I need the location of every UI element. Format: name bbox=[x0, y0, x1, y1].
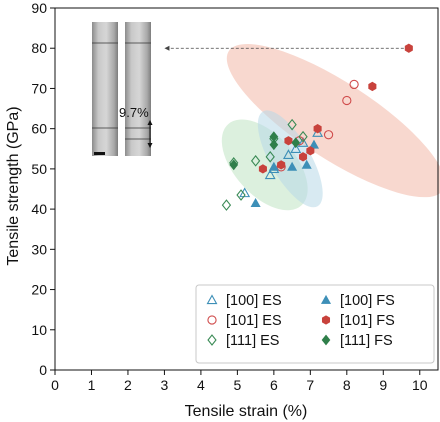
x-tick-label: 2 bbox=[124, 377, 132, 393]
y-tick-label: 90 bbox=[31, 0, 47, 16]
legend-label: [111] ES bbox=[226, 333, 279, 349]
point-100-es bbox=[312, 127, 324, 137]
tem-inset-image: 9.7% bbox=[92, 22, 153, 156]
plot-frame bbox=[54, 7, 439, 371]
point-100-fs bbox=[287, 161, 298, 171]
point-100-es bbox=[290, 143, 302, 153]
point-101-fs bbox=[306, 146, 315, 156]
y-tick-label: 40 bbox=[31, 201, 47, 217]
point-111-es bbox=[250, 155, 261, 167]
legend-marker bbox=[207, 334, 217, 346]
legend-label: [100] ES bbox=[226, 293, 282, 309]
point-101-fs bbox=[404, 43, 413, 53]
point-111-fs bbox=[269, 139, 279, 151]
x-tick-label: 7 bbox=[306, 377, 314, 393]
ticks: 0 1 2 3 4 5 6 7 8 9 10 0 10 20 30 40 50 60 70 80 90 bbox=[31, 0, 427, 393]
inset-panel-right bbox=[125, 22, 151, 156]
y-tick-label: 20 bbox=[31, 282, 47, 298]
arrow-head bbox=[164, 45, 170, 51]
point-101-fs bbox=[277, 160, 286, 170]
inset-pointer-arrow bbox=[164, 45, 404, 51]
point-111-es bbox=[287, 118, 297, 131]
point-100-fs bbox=[250, 197, 261, 207]
legend-marker bbox=[321, 334, 331, 346]
legend-label: [101] FS bbox=[340, 313, 395, 329]
x-tick-label: 5 bbox=[233, 377, 241, 393]
point-111-es bbox=[265, 150, 275, 163]
point-100-es bbox=[297, 137, 309, 147]
point-101-fs bbox=[368, 81, 377, 92]
y-tick-label: 80 bbox=[31, 40, 47, 56]
x-tick-label: 1 bbox=[88, 377, 96, 393]
x-axis-title: Tensile strain (%) bbox=[185, 403, 308, 420]
point-111-es bbox=[221, 199, 232, 211]
x-tick-label: 6 bbox=[270, 377, 278, 393]
x-tick-label: 0 bbox=[51, 377, 59, 393]
axes bbox=[54, 7, 439, 371]
x-tick-label: 10 bbox=[412, 377, 428, 393]
y-tick-label: 0 bbox=[39, 362, 47, 378]
point-101-fs bbox=[258, 164, 267, 174]
y-tick-label: 10 bbox=[31, 322, 47, 338]
x-tick-label: 9 bbox=[379, 377, 387, 393]
region-red bbox=[226, 44, 440, 198]
point-100-es bbox=[264, 169, 276, 180]
y-tick-label: 70 bbox=[31, 80, 47, 96]
data-points bbox=[221, 43, 413, 211]
legend-box bbox=[195, 284, 435, 364]
point-101-fs bbox=[284, 136, 293, 146]
point-111-fs bbox=[229, 159, 239, 171]
x-tick-label: 4 bbox=[197, 377, 205, 393]
point-101-fs bbox=[313, 124, 322, 134]
inset-panel-left bbox=[92, 22, 118, 156]
legend-label: [100] FS bbox=[340, 293, 395, 309]
legend-label: [101] ES bbox=[226, 313, 282, 329]
inset-arrow-head bbox=[147, 120, 153, 125]
legend-marker bbox=[321, 315, 331, 325]
point-100-es bbox=[282, 149, 294, 159]
y-tick-label: 30 bbox=[31, 241, 47, 257]
legend-label: [111] FS bbox=[340, 333, 393, 349]
point-111-fs bbox=[269, 131, 279, 143]
legend-marker bbox=[206, 294, 218, 305]
legend-marker bbox=[207, 315, 217, 325]
x-tick-label: 8 bbox=[343, 377, 351, 393]
point-101-es bbox=[323, 130, 334, 140]
scale-bar bbox=[94, 152, 105, 155]
point-111-es bbox=[236, 189, 246, 201]
y-axis-title: Tensile strength (GPa) bbox=[5, 106, 22, 265]
legend: [100] ES [101] ES [111] ES [100] FS [101] FS… bbox=[195, 284, 435, 364]
inset-arrow-head bbox=[147, 143, 153, 148]
point-101-es bbox=[342, 95, 352, 106]
legend-marker bbox=[320, 294, 332, 304]
y-tick-label: 50 bbox=[31, 161, 47, 177]
point-101-es bbox=[349, 79, 359, 90]
point-100-fs bbox=[301, 159, 312, 169]
inset-strain-label: 9.7% bbox=[119, 105, 149, 120]
point-111-fs bbox=[291, 137, 301, 149]
point-100-fs bbox=[268, 161, 279, 171]
x-tick-label: 3 bbox=[161, 377, 169, 393]
point-101-fs bbox=[299, 152, 308, 162]
point-111-es bbox=[298, 130, 308, 143]
y-tick-label: 60 bbox=[31, 121, 47, 137]
